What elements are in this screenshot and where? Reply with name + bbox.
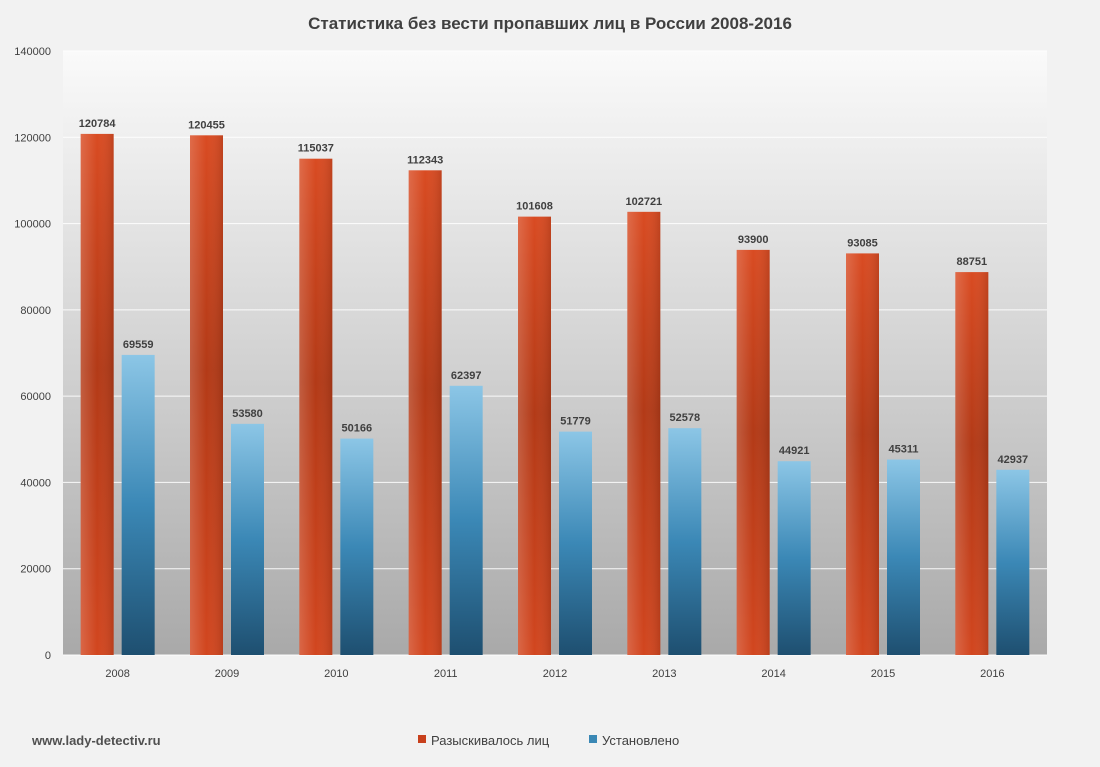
data-label-found-2014: 44921 [779, 445, 810, 457]
data-label-searched-2014: 93900 [738, 234, 769, 246]
data-label-found-2011: 62397 [451, 370, 482, 382]
bar-found-2009 [231, 423, 264, 655]
y-tick-label: 60000 [20, 391, 51, 403]
bar-found-2014 [777, 461, 811, 655]
data-label-found-2015: 45311 [889, 444, 919, 456]
data-label-searched-2009: 120455 [188, 119, 225, 131]
data-label-found-2013: 52578 [670, 412, 701, 424]
plot-area [63, 51, 1047, 655]
x-tick-label: 2016 [980, 668, 1004, 680]
data-label-found-2016: 42937 [998, 454, 1029, 466]
data-label-searched-2015: 93085 [847, 237, 878, 249]
data-label-found-2012: 51779 [560, 416, 591, 428]
watermark-text: www.lady-detectiv.ru [31, 733, 161, 748]
data-label-searched-2008: 120784 [79, 118, 117, 130]
legend-label-searched: Разыскивалось лиц [431, 733, 550, 748]
x-tick-label: 2012 [543, 668, 567, 680]
chart-title: Статистика без вести пропавших лиц в Рос… [308, 14, 792, 33]
x-axis: 2008 2009 2010 2011 2012 2013 2014 2015 2016 [105, 668, 1004, 680]
x-tick-label: 2015 [871, 668, 895, 680]
y-tick-label: 120000 [14, 132, 51, 144]
bar-found-2010 [340, 438, 374, 655]
legend: Разыскивалось лиц Установлено [418, 733, 679, 748]
x-tick-label: 2008 [105, 668, 129, 680]
y-tick-label: 0 [45, 650, 51, 662]
bar-shine-2016 [955, 272, 989, 655]
bar-shine-2010 [299, 158, 333, 655]
legend-swatch-found [589, 735, 597, 743]
x-tick-label: 2011 [434, 668, 458, 680]
data-label-found-2009: 53580 [232, 408, 263, 420]
data-label-found-2008: 69559 [123, 339, 154, 351]
bar-shine-2011 [408, 170, 442, 656]
bar-found-2012 [559, 431, 592, 655]
gridlines [63, 50, 1047, 656]
x-tick-label: 2010 [324, 668, 348, 680]
bar-found-2016 [996, 469, 1030, 655]
data-label-searched-2010: 115037 [298, 143, 334, 155]
legend-swatch-searched [418, 735, 426, 743]
x-tick-label: 2013 [652, 668, 676, 680]
y-tick-label: 40000 [20, 477, 51, 489]
bar-shine-2008 [80, 133, 114, 655]
bars [80, 133, 1030, 656]
bar-found-2015 [887, 459, 920, 655]
data-label-searched-2013: 102721 [625, 196, 662, 208]
bar-found-2013 [668, 428, 702, 655]
bar-shine-2014 [736, 249, 770, 656]
legend-label-found: Установлено [602, 733, 679, 748]
y-tick-label: 80000 [20, 305, 51, 317]
y-tick-label: 140000 [14, 46, 51, 58]
data-labels: 120784 69559 120455 53580 115037 50166 112343 6… [79, 118, 1028, 466]
bar-shine-2009 [190, 135, 223, 656]
y-tick-label: 100000 [14, 219, 51, 231]
data-label-searched-2016: 88751 [957, 256, 988, 268]
x-tick-label: 2014 [761, 668, 785, 680]
bar-shine-2013 [627, 211, 661, 655]
data-label-searched-2012: 101608 [516, 201, 553, 213]
data-label-found-2010: 50166 [342, 423, 373, 435]
data-label-searched-2011: 112343 [407, 154, 443, 166]
bar-shine-2015 [846, 253, 879, 655]
bar-found-2011 [449, 385, 483, 655]
bar-found-2008 [121, 354, 155, 655]
x-tick-label: 2009 [215, 668, 239, 680]
y-tick-label: 20000 [20, 564, 51, 576]
y-axis: 0 20000 40000 60000 80000 100000 120000 140000 [14, 46, 51, 662]
bar-shine-2012 [518, 216, 551, 655]
